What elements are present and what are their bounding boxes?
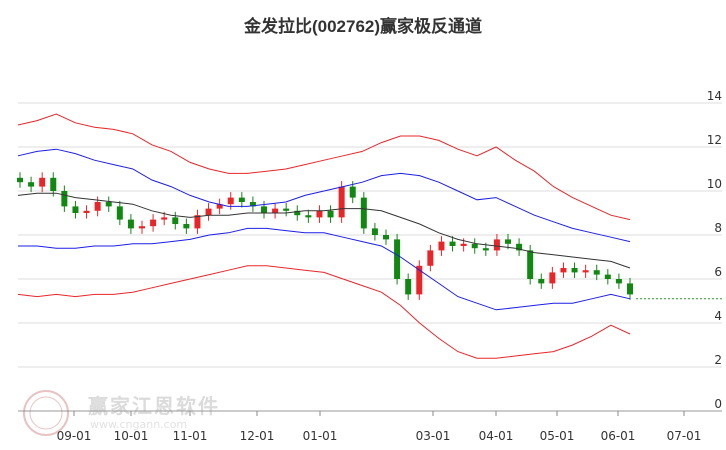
- candle-body: [139, 226, 145, 229]
- candle-body: [405, 279, 412, 295]
- candle-body: [371, 228, 378, 235]
- candle-body: [194, 215, 201, 229]
- candle-body: [571, 268, 578, 273]
- candle-body: [305, 215, 312, 218]
- x-tick-label: 12-01: [240, 429, 275, 443]
- candle-body: [72, 206, 79, 213]
- grid-lines: [18, 102, 722, 412]
- candle-body: [116, 206, 123, 220]
- y-tick-label: 14: [707, 89, 722, 103]
- x-axis-ticks: 09-01 10-01 11-01 12-01 01-01 03-01 04-01 05-01…: [57, 411, 702, 443]
- candle-body: [205, 208, 212, 216]
- watermark-subtext: www.cngann.com: [90, 418, 188, 431]
- y-tick-label: 10: [707, 177, 722, 191]
- x-tick-label: 03-01: [416, 429, 451, 443]
- candle-body: [471, 243, 478, 249]
- candle-body: [283, 208, 290, 211]
- candle-body: [227, 197, 234, 205]
- candle-body: [516, 243, 523, 251]
- candle-body: [216, 204, 223, 209]
- x-tick-label: 10-01: [114, 429, 149, 443]
- x-tick-label: 07-01: [667, 429, 702, 443]
- watermark-logo: 赢家江恩软件 www.cngann.com: [16, 388, 226, 438]
- y-tick-label: 12: [707, 133, 722, 147]
- watermark-seal-icon: [23, 390, 69, 436]
- candle-body: [349, 186, 356, 198]
- candle-body: [127, 219, 134, 229]
- candle-body: [172, 217, 179, 224]
- candle-body: [438, 241, 445, 251]
- candle-body: [83, 210, 90, 213]
- candle-body: [360, 197, 367, 229]
- y-tick-label: 4: [714, 309, 722, 323]
- candle-body: [316, 210, 323, 218]
- candle-body: [94, 202, 101, 211]
- candle-body: [538, 279, 545, 284]
- candle-body: [394, 239, 401, 279]
- candle-body: [560, 268, 567, 273]
- y-tick-label: 2: [714, 353, 722, 367]
- candle-body: [183, 224, 190, 229]
- candle-body: [338, 186, 345, 218]
- y-tick-label: 6: [714, 265, 722, 279]
- candle-body: [549, 272, 556, 284]
- candle-body: [460, 243, 467, 246]
- candle-body: [238, 197, 245, 202]
- candle-body: [272, 208, 279, 213]
- candle-body: [327, 210, 334, 218]
- candle-body: [249, 202, 256, 207]
- candle-body: [427, 250, 434, 266]
- channel-lines: [17, 113, 722, 359]
- candle-body: [593, 270, 600, 275]
- x-tick-label: 09-01: [57, 429, 92, 443]
- candle-body: [294, 210, 301, 216]
- candle-body: [505, 239, 511, 244]
- series-line-4: [17, 265, 631, 359]
- candle-body: [615, 279, 622, 284]
- candle-body: [261, 206, 267, 213]
- series-line-2: [17, 192, 631, 269]
- candlesticks: [17, 172, 633, 300]
- candle-body: [39, 177, 46, 187]
- candle-body: [50, 177, 57, 191]
- candle-body: [416, 265, 423, 295]
- candle-body: [582, 270, 589, 273]
- candle-body: [604, 274, 611, 279]
- x-tick-label: 06-01: [601, 429, 636, 443]
- x-tick-label: 01-01: [303, 429, 338, 443]
- series-line-3: [18, 227, 631, 311]
- candle-body: [150, 219, 157, 227]
- candle-body: [61, 191, 68, 207]
- candle-body: [493, 239, 500, 251]
- candle-body: [627, 283, 633, 295]
- x-tick-label: 04-01: [479, 429, 514, 443]
- candle-body: [105, 202, 112, 207]
- candle-body: [449, 241, 456, 246]
- x-tick-label: 11-01: [173, 429, 208, 443]
- series-line-1: [17, 148, 631, 243]
- y-axis-ticks: 14 12 10 8 6 4 2 0: [707, 89, 722, 411]
- watermark-text: 赢家江恩软件: [88, 394, 220, 418]
- candle-body: [17, 177, 23, 183]
- candle-body: [482, 248, 489, 251]
- x-tick-label: 05-01: [540, 429, 575, 443]
- candle-body: [383, 235, 389, 240]
- candle-body: [28, 182, 35, 187]
- y-tick-label: 8: [714, 221, 722, 235]
- series-line-0: [17, 113, 631, 221]
- candle-body: [527, 250, 534, 279]
- chart-title: 金发拉比(002762)赢家极反通道: [243, 17, 483, 36]
- y-tick-label: 0: [714, 397, 722, 411]
- candle-body: [161, 217, 168, 220]
